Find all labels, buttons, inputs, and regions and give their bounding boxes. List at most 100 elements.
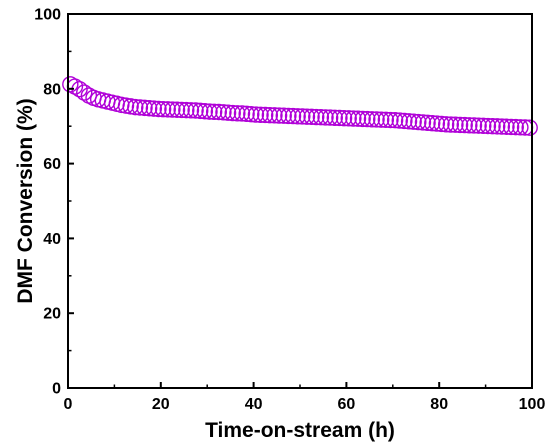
data-point [280, 107, 297, 125]
data-point [164, 101, 181, 118]
data-point [187, 102, 204, 119]
data-point [182, 102, 200, 119]
data-point [335, 109, 353, 127]
y-tick-label: 0 [52, 381, 61, 398]
data-point [479, 117, 497, 135]
x-axis-title: Time-on-stream (h) [205, 419, 395, 442]
data-point [428, 115, 446, 132]
data-point [270, 107, 288, 124]
y-tick-label: 20 [43, 306, 61, 323]
data-point [424, 115, 441, 132]
x-tick-label: 0 [64, 396, 73, 413]
data-point [349, 110, 367, 127]
data-point [76, 84, 93, 101]
plot-area: 0 20 40 60 80 100 0 20 40 60 80 100 [34, 7, 545, 414]
data-point [368, 111, 385, 128]
y-tick-label: 80 [43, 81, 61, 98]
data-point [410, 113, 427, 131]
data-point [168, 101, 186, 118]
data-point [326, 109, 343, 126]
data-point [382, 111, 399, 129]
data-point [298, 108, 316, 125]
data-point [154, 100, 172, 118]
data-point [475, 117, 492, 135]
data-point [419, 114, 436, 132]
data-point [261, 106, 279, 124]
data-point [340, 110, 357, 127]
data-point [373, 111, 390, 128]
data-point [229, 105, 246, 122]
x-tick-label: 100 [519, 396, 546, 413]
data-point [266, 107, 283, 124]
data-point [386, 112, 404, 129]
data-point [465, 117, 483, 134]
data-point [205, 103, 223, 121]
data-point [233, 105, 251, 122]
data-point [247, 106, 265, 123]
data-point [224, 104, 241, 122]
data-point [289, 108, 306, 125]
data-point [363, 111, 381, 128]
data-point [201, 103, 218, 120]
data-point [150, 100, 167, 118]
data-point [140, 100, 158, 117]
data-point [345, 110, 362, 127]
data-point [470, 117, 487, 134]
data-point [489, 118, 506, 135]
data-point [414, 114, 432, 131]
data-point [308, 108, 325, 126]
data-point [461, 117, 478, 134]
data-point [196, 103, 214, 120]
data-point [521, 119, 538, 136]
data-point [400, 113, 418, 130]
data-point [354, 110, 371, 128]
x-tick-label: 40 [245, 396, 263, 413]
data-point [312, 109, 330, 126]
data-point [331, 109, 348, 127]
data-point [321, 109, 339, 126]
data-point [252, 106, 269, 123]
y-tick-label: 60 [43, 156, 61, 173]
plot-frame [67, 13, 533, 389]
data-point [396, 112, 413, 130]
y-tick-label: 40 [43, 231, 61, 248]
data-point [447, 116, 464, 133]
x-axis-ticks: 0 20 40 60 80 100 [64, 382, 546, 413]
data-point [437, 116, 455, 133]
data-point [192, 102, 209, 120]
data-point [359, 110, 376, 128]
data-point [275, 107, 292, 124]
data-point [243, 106, 260, 123]
x-tick-label: 60 [338, 396, 356, 413]
data-point [215, 104, 232, 121]
data-point [145, 100, 163, 117]
data-point [498, 118, 515, 135]
data-point [377, 111, 395, 129]
y-tick-label: 100 [34, 7, 61, 24]
data-point [284, 107, 302, 125]
data-point [127, 98, 144, 116]
data-point [238, 105, 255, 123]
data-point [257, 106, 274, 124]
data-point [210, 103, 228, 121]
data-point [294, 108, 311, 125]
data-point [484, 117, 501, 135]
data-point [391, 112, 408, 129]
data-point [303, 108, 320, 126]
data-point [219, 104, 237, 121]
data-point [507, 118, 524, 136]
data-point [178, 101, 195, 119]
data-point [433, 115, 450, 133]
data-point [159, 101, 176, 118]
data-point [512, 119, 529, 136]
x-tick-label: 20 [152, 396, 170, 413]
data-point [136, 99, 153, 117]
data-markers [62, 76, 538, 136]
data-point [442, 116, 459, 133]
data-point [502, 118, 520, 136]
data-point [493, 118, 511, 135]
data-point [173, 101, 190, 119]
y-axis-ticks: 0 20 40 60 80 100 [34, 7, 74, 398]
x-tick-label: 80 [430, 396, 448, 413]
